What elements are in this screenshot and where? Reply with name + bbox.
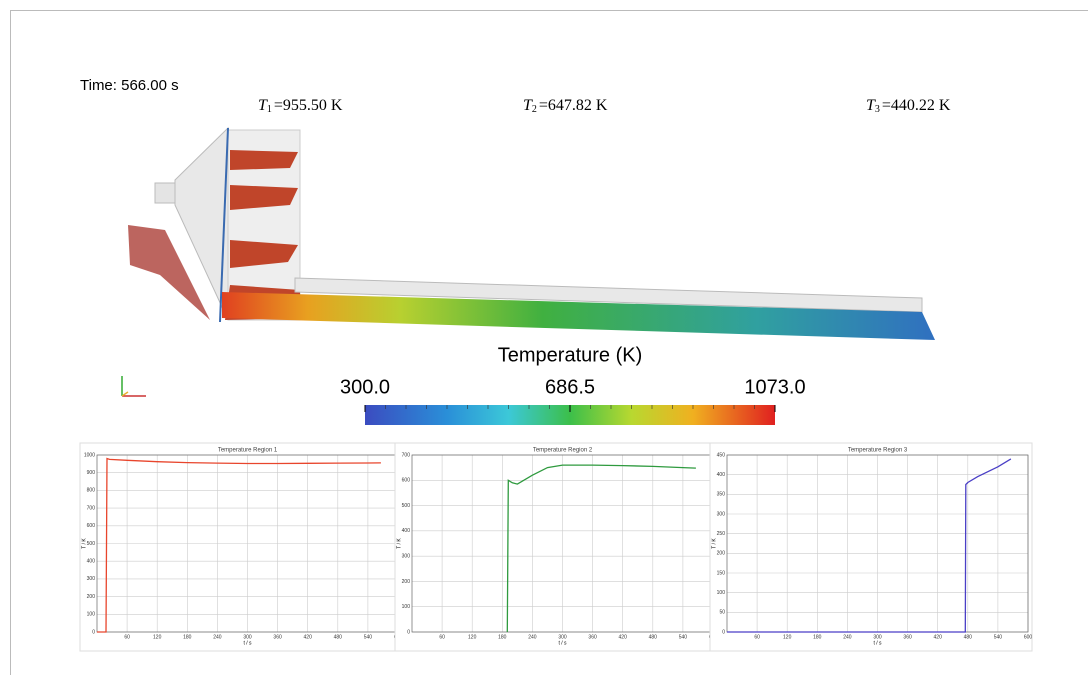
y-tick-label: 700 xyxy=(402,452,411,458)
y-tick-label: 700 xyxy=(87,505,96,511)
y-tick-label: 400 xyxy=(717,472,726,478)
y-tick-label: 300 xyxy=(402,553,411,559)
x-tick-label: 540 xyxy=(994,634,1003,640)
probe-label: T2=647.82 K xyxy=(523,97,608,116)
y-tick-label: 500 xyxy=(402,503,411,509)
page: {"scene": {"time": "Time: 566.00 s", "pr… xyxy=(0,0,1088,675)
probe-subscript: 2 xyxy=(532,104,537,115)
x-tick-label: 420 xyxy=(619,634,628,640)
y-tick-label: 100 xyxy=(717,590,726,596)
x-tick-label: 480 xyxy=(649,634,658,640)
x-tick-label: 60 xyxy=(124,634,130,640)
x-tick-label: 420 xyxy=(304,634,313,640)
inlet xyxy=(155,183,175,203)
time-label: Time: 566.00 s xyxy=(80,77,179,94)
x-axis-label: t / s xyxy=(243,640,252,646)
y-tick-label: 600 xyxy=(402,478,411,484)
y-tick-label: 900 xyxy=(87,470,96,476)
y-axis-label: T / K xyxy=(711,538,717,549)
y-tick-label: 0 xyxy=(407,629,410,635)
axes-triad xyxy=(122,376,146,396)
x-tick-label: 300 xyxy=(558,634,567,640)
x-tick-label: 180 xyxy=(498,634,507,640)
x-tick-label: 360 xyxy=(273,634,282,640)
x-tick-label: 180 xyxy=(813,634,822,640)
chart-title: Temperature Region 3 xyxy=(848,448,908,454)
x-tick-label: 60 xyxy=(754,634,760,640)
x-tick-label: 180 xyxy=(183,634,192,640)
y-tick-label: 200 xyxy=(717,551,726,557)
plot-panel xyxy=(395,443,717,651)
x-axis-label: t / s xyxy=(873,640,882,646)
probe-label: T3=440.22 K xyxy=(866,97,951,116)
x-tick-label: 240 xyxy=(528,634,537,640)
x-tick-label: 120 xyxy=(468,634,477,640)
plot-panel xyxy=(80,443,402,651)
y-tick-label: 150 xyxy=(717,570,726,576)
x-tick-label: 420 xyxy=(934,634,943,640)
x-axis-label: t / s xyxy=(558,640,567,646)
probe-value: =440.22 K xyxy=(882,97,951,114)
y-tick-label: 300 xyxy=(717,511,726,517)
y-tick-label: 100 xyxy=(87,612,96,618)
y-tick-label: 500 xyxy=(87,541,96,547)
colorbar-title: Temperature (K) xyxy=(498,344,643,366)
y-tick-label: 0 xyxy=(722,629,725,635)
probe-subscript: 3 xyxy=(875,104,880,115)
screen: Time: 566.00 s T1=955.50 K T2=647.82 K T3=… xyxy=(0,0,1088,675)
y-tick-label: 1000 xyxy=(84,452,95,458)
x-tick-label: 480 xyxy=(334,634,343,640)
colorbar-tick-label: 686.5 xyxy=(545,376,595,398)
y-tick-label: 800 xyxy=(87,488,96,494)
x-tick-label: 540 xyxy=(364,634,373,640)
colorbar-tick-label: 300.0 xyxy=(340,376,390,398)
probe-value: =955.50 K xyxy=(274,97,343,114)
x-tick-label: 300 xyxy=(243,634,252,640)
x-tick-label: 300 xyxy=(873,634,882,640)
y-tick-label: 100 xyxy=(402,604,411,610)
probe-label: T1=955.50 K xyxy=(258,97,343,116)
y-tick-label: 400 xyxy=(87,559,96,565)
x-tick-label: 120 xyxy=(153,634,162,640)
x-tick-label: 60 xyxy=(439,634,445,640)
colorbar-tick-label: 1073.0 xyxy=(744,376,805,398)
chart-title: Temperature Region 2 xyxy=(533,448,593,454)
y-tick-label: 50 xyxy=(719,610,725,616)
x-tick-label: 360 xyxy=(588,634,597,640)
y-tick-label: 250 xyxy=(717,531,726,537)
x-tick-label: 120 xyxy=(783,634,792,640)
y-tick-label: 350 xyxy=(717,492,726,498)
x-tick-label: 240 xyxy=(213,634,222,640)
y-tick-label: 300 xyxy=(87,576,96,582)
x-tick-label: 600 xyxy=(1024,634,1033,640)
y-tick-label: 450 xyxy=(717,452,726,458)
x-tick-label: 360 xyxy=(903,634,912,640)
probe-value: =647.82 K xyxy=(539,97,608,114)
chart-title: Temperature Region 1 xyxy=(218,448,278,454)
x-tick-label: 540 xyxy=(679,634,688,640)
x-tick-label: 480 xyxy=(964,634,973,640)
scene-3d xyxy=(128,128,935,340)
y-tick-label: 400 xyxy=(402,528,411,534)
x-tick-label: 240 xyxy=(843,634,852,640)
probe-subscript: 1 xyxy=(267,104,272,115)
y-tick-label: 0 xyxy=(92,629,95,635)
y-tick-label: 200 xyxy=(402,579,411,585)
y-axis-label: T / K xyxy=(396,538,402,549)
y-tick-label: 200 xyxy=(87,594,96,600)
y-tick-label: 600 xyxy=(87,523,96,529)
